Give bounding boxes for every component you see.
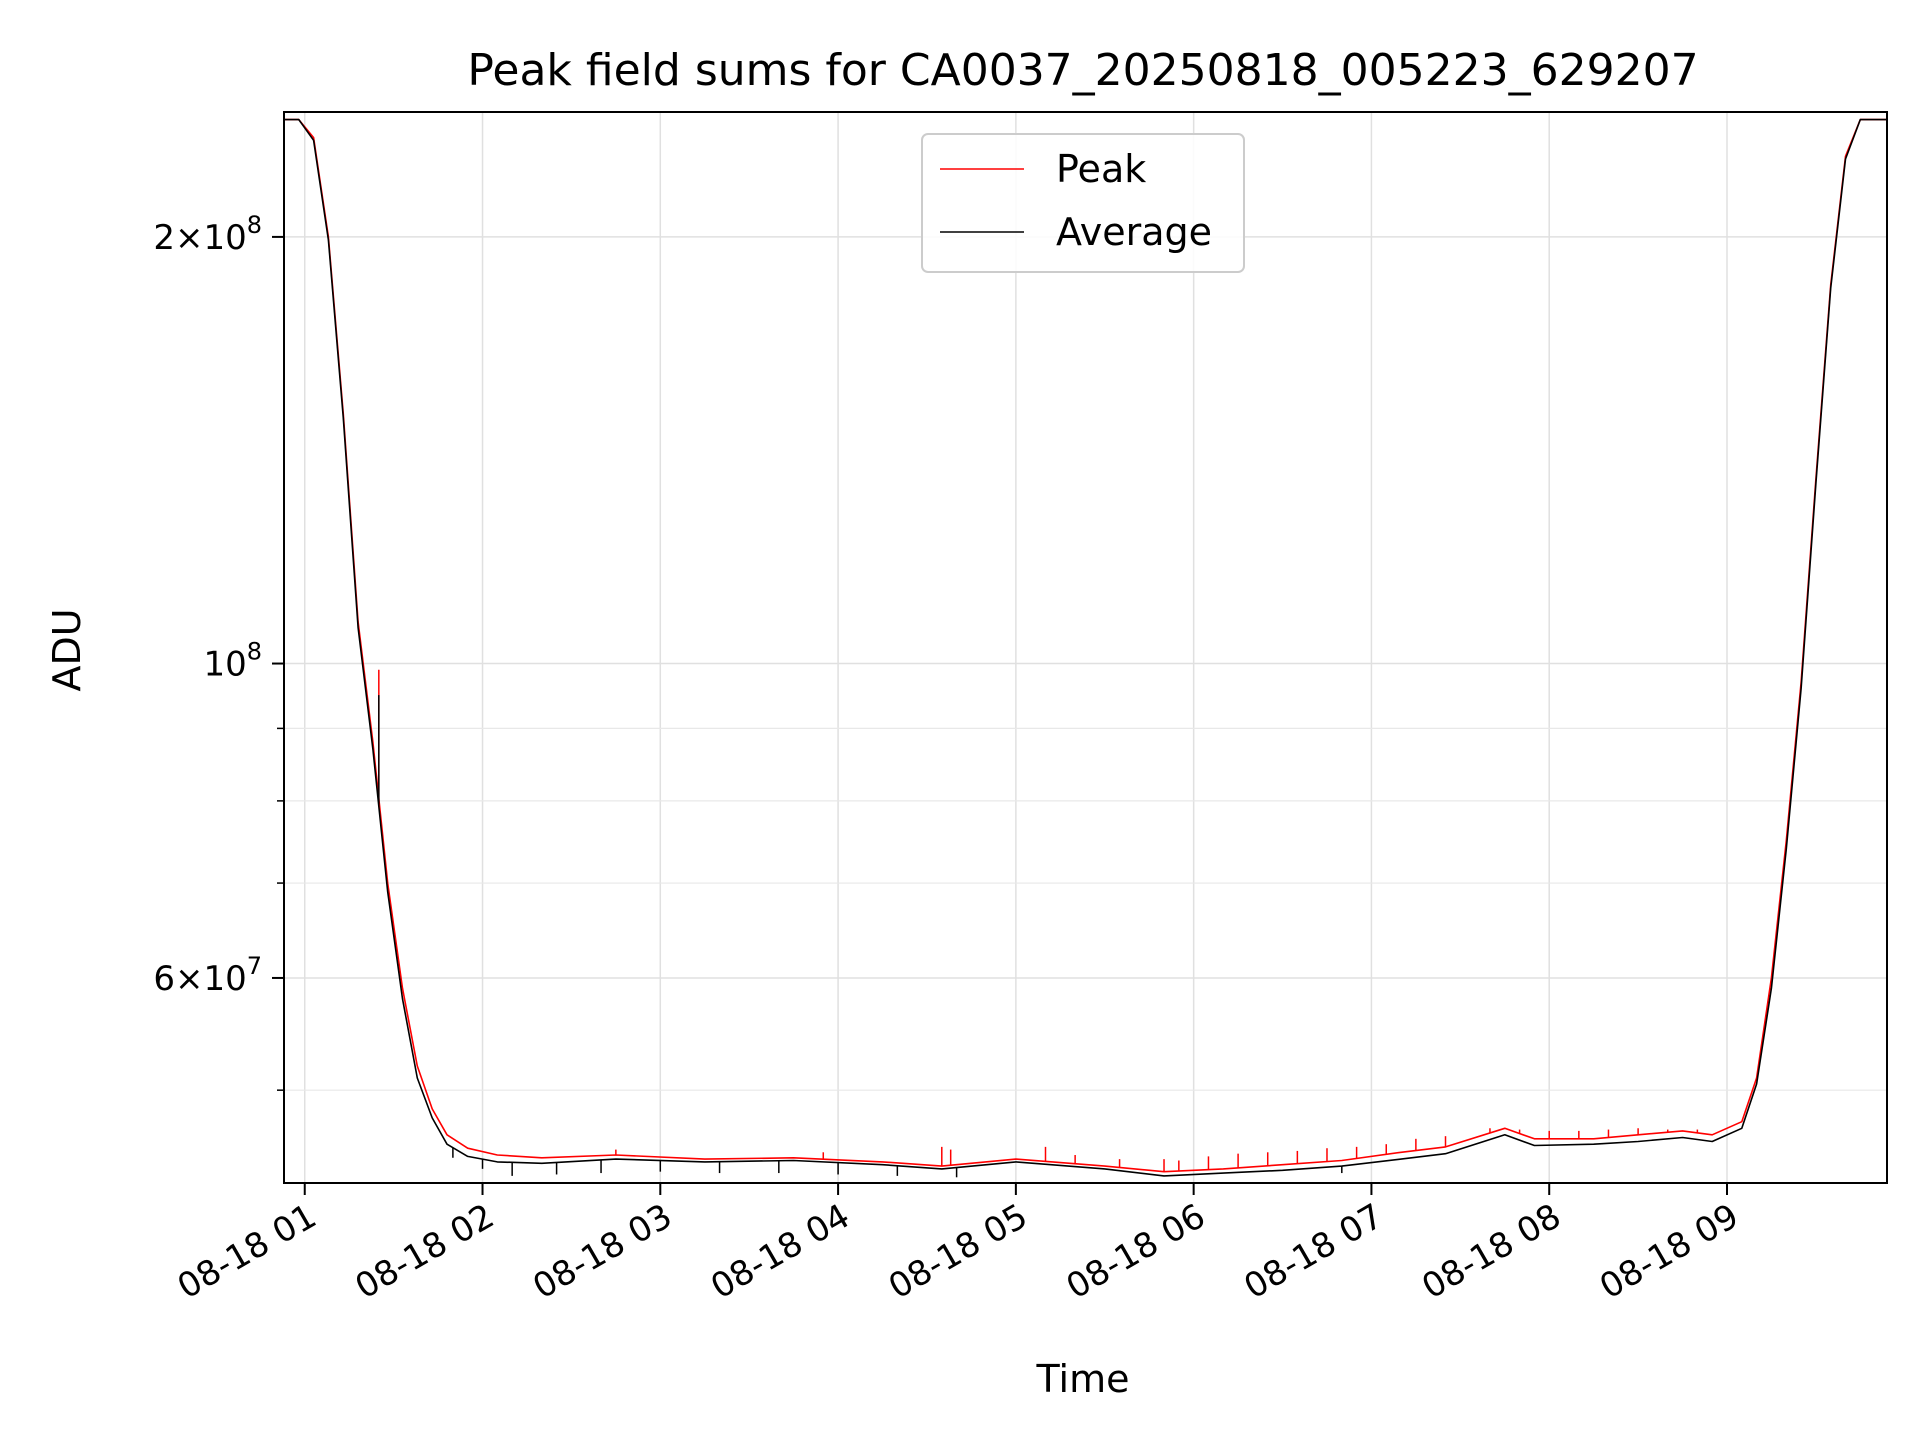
y-tick-label: 108 bbox=[203, 638, 262, 685]
legend: Peak Average bbox=[921, 133, 1245, 273]
series-average-line bbox=[284, 118, 1887, 1177]
axes-frame bbox=[283, 111, 1888, 1184]
series-peak-line bbox=[284, 118, 1887, 1173]
y-axis-title: ADU bbox=[45, 608, 89, 691]
y-tick-label: 6×107 bbox=[153, 952, 262, 999]
legend-label-average: Average bbox=[1056, 210, 1212, 254]
legend-label-peak: Peak bbox=[1056, 147, 1146, 191]
x-axis-title: Time bbox=[1036, 1357, 1130, 1401]
plot-area bbox=[284, 118, 1887, 1178]
y-tick-label: 2×108 bbox=[153, 211, 262, 258]
chart-title: Peak field sums for CA0037_20250818_0052… bbox=[467, 45, 1698, 96]
